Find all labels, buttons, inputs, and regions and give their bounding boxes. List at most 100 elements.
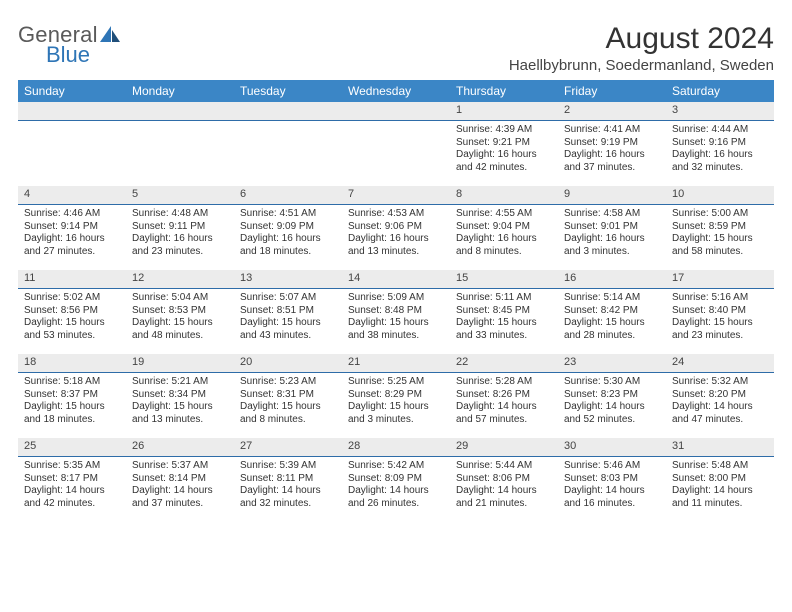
calendar-cell: 4Sunrise: 4:46 AMSunset: 9:14 PMDaylight…: [18, 186, 126, 270]
day-body: Sunrise: 5:32 AMSunset: 8:20 PMDaylight:…: [666, 373, 774, 438]
calendar-cell: 28Sunrise: 5:42 AMSunset: 8:09 PMDayligh…: [342, 438, 450, 522]
calendar-cell: 20Sunrise: 5:23 AMSunset: 8:31 PMDayligh…: [234, 354, 342, 438]
day-number: 31: [666, 438, 774, 457]
day-detail-line: Sunset: 8:29 PM: [348, 389, 444, 402]
day-detail-line: Daylight: 15 hours and 3 minutes.: [348, 401, 444, 426]
day-body: Sunrise: 5:02 AMSunset: 8:56 PMDaylight:…: [18, 289, 126, 354]
calendar-cell: 13Sunrise: 5:07 AMSunset: 8:51 PMDayligh…: [234, 270, 342, 354]
day-number: 22: [450, 354, 558, 373]
weekday-header: Wednesday: [342, 80, 450, 102]
day-body: Sunrise: 5:07 AMSunset: 8:51 PMDaylight:…: [234, 289, 342, 354]
day-number: 5: [126, 186, 234, 205]
day-body: Sunrise: 5:37 AMSunset: 8:14 PMDaylight:…: [126, 457, 234, 522]
day-body: Sunrise: 4:39 AMSunset: 9:21 PMDaylight:…: [450, 121, 558, 186]
day-number: 6: [234, 186, 342, 205]
day-detail-line: Daylight: 14 hours and 57 minutes.: [456, 401, 552, 426]
day-detail-line: Sunset: 8:37 PM: [24, 389, 120, 402]
day-detail-line: Sunrise: 5:21 AM: [132, 376, 228, 389]
day-number: 4: [18, 186, 126, 205]
logo-text-blue: Blue: [46, 44, 120, 66]
top-bar: General Blue August 2024 Haellbybrunn, S…: [18, 22, 774, 74]
day-body: Sunrise: 5:11 AMSunset: 8:45 PMDaylight:…: [450, 289, 558, 354]
day-detail-line: Sunset: 8:11 PM: [240, 473, 336, 486]
day-detail-line: Sunrise: 4:53 AM: [348, 208, 444, 221]
day-detail-line: Sunrise: 5:28 AM: [456, 376, 552, 389]
day-detail-line: Sunset: 8:03 PM: [564, 473, 660, 486]
calendar-cell: 5Sunrise: 4:48 AMSunset: 9:11 PMDaylight…: [126, 186, 234, 270]
day-detail-line: Sunset: 9:19 PM: [564, 137, 660, 150]
calendar-cell: 31Sunrise: 5:48 AMSunset: 8:00 PMDayligh…: [666, 438, 774, 522]
day-body: [342, 121, 450, 186]
day-detail-line: Sunrise: 5:02 AM: [24, 292, 120, 305]
calendar-header-row: Sunday Monday Tuesday Wednesday Thursday…: [18, 80, 774, 102]
day-number: 9: [558, 186, 666, 205]
day-body: Sunrise: 5:28 AMSunset: 8:26 PMDaylight:…: [450, 373, 558, 438]
day-body: Sunrise: 4:48 AMSunset: 9:11 PMDaylight:…: [126, 205, 234, 270]
day-number: 23: [558, 354, 666, 373]
day-detail-line: Sunrise: 5:18 AM: [24, 376, 120, 389]
day-detail-line: Sunrise: 5:46 AM: [564, 460, 660, 473]
day-detail-line: Sunset: 8:48 PM: [348, 305, 444, 318]
day-body: Sunrise: 5:16 AMSunset: 8:40 PMDaylight:…: [666, 289, 774, 354]
day-detail-line: Sunset: 8:51 PM: [240, 305, 336, 318]
calendar-cell: 9Sunrise: 4:58 AMSunset: 9:01 PMDaylight…: [558, 186, 666, 270]
day-detail-line: Sunset: 8:53 PM: [132, 305, 228, 318]
day-body: Sunrise: 5:14 AMSunset: 8:42 PMDaylight:…: [558, 289, 666, 354]
day-detail-line: Sunrise: 5:32 AM: [672, 376, 768, 389]
calendar-page: General Blue August 2024 Haellbybrunn, S…: [0, 0, 792, 534]
day-number: 10: [666, 186, 774, 205]
calendar-cell: [342, 102, 450, 186]
weekday-header: Friday: [558, 80, 666, 102]
day-detail-line: Sunrise: 5:30 AM: [564, 376, 660, 389]
day-detail-line: Daylight: 16 hours and 27 minutes.: [24, 233, 120, 258]
calendar-cell: [18, 102, 126, 186]
day-number: 28: [342, 438, 450, 457]
day-number: [342, 102, 450, 121]
day-body: Sunrise: 4:46 AMSunset: 9:14 PMDaylight:…: [18, 205, 126, 270]
calendar-cell: 26Sunrise: 5:37 AMSunset: 8:14 PMDayligh…: [126, 438, 234, 522]
calendar-week-row: 18Sunrise: 5:18 AMSunset: 8:37 PMDayligh…: [18, 354, 774, 438]
day-detail-line: Daylight: 14 hours and 26 minutes.: [348, 485, 444, 510]
day-detail-line: Daylight: 15 hours and 28 minutes.: [564, 317, 660, 342]
day-detail-line: Daylight: 16 hours and 32 minutes.: [672, 149, 768, 174]
day-number: 17: [666, 270, 774, 289]
calendar-body: 1Sunrise: 4:39 AMSunset: 9:21 PMDaylight…: [18, 102, 774, 522]
day-detail-line: Sunrise: 4:55 AM: [456, 208, 552, 221]
day-detail-line: Sunrise: 5:42 AM: [348, 460, 444, 473]
day-detail-line: Daylight: 16 hours and 8 minutes.: [456, 233, 552, 258]
weekday-header: Tuesday: [234, 80, 342, 102]
day-number: 30: [558, 438, 666, 457]
day-body: Sunrise: 4:41 AMSunset: 9:19 PMDaylight:…: [558, 121, 666, 186]
day-number: 7: [342, 186, 450, 205]
day-detail-line: Daylight: 15 hours and 23 minutes.: [672, 317, 768, 342]
day-detail-line: Sunrise: 4:46 AM: [24, 208, 120, 221]
calendar-week-row: 1Sunrise: 4:39 AMSunset: 9:21 PMDaylight…: [18, 102, 774, 186]
calendar-cell: 17Sunrise: 5:16 AMSunset: 8:40 PMDayligh…: [666, 270, 774, 354]
day-detail-line: Sunrise: 5:07 AM: [240, 292, 336, 305]
day-number: 20: [234, 354, 342, 373]
calendar-table: Sunday Monday Tuesday Wednesday Thursday…: [18, 80, 774, 522]
day-detail-line: Sunset: 8:42 PM: [564, 305, 660, 318]
day-detail-line: Sunrise: 5:09 AM: [348, 292, 444, 305]
day-detail-line: Sunrise: 5:11 AM: [456, 292, 552, 305]
day-detail-line: Sunset: 9:16 PM: [672, 137, 768, 150]
day-detail-line: Sunset: 8:14 PM: [132, 473, 228, 486]
day-number: 15: [450, 270, 558, 289]
day-detail-line: Sunset: 9:21 PM: [456, 137, 552, 150]
calendar-cell: 6Sunrise: 4:51 AMSunset: 9:09 PMDaylight…: [234, 186, 342, 270]
day-detail-line: Sunrise: 5:14 AM: [564, 292, 660, 305]
day-body: [234, 121, 342, 186]
day-body: Sunrise: 4:53 AMSunset: 9:06 PMDaylight:…: [342, 205, 450, 270]
day-body: Sunrise: 5:30 AMSunset: 8:23 PMDaylight:…: [558, 373, 666, 438]
day-detail-line: Daylight: 14 hours and 11 minutes.: [672, 485, 768, 510]
day-detail-line: Daylight: 14 hours and 16 minutes.: [564, 485, 660, 510]
calendar-cell: [126, 102, 234, 186]
calendar-cell: 1Sunrise: 4:39 AMSunset: 9:21 PMDaylight…: [450, 102, 558, 186]
day-detail-line: Sunset: 9:14 PM: [24, 221, 120, 234]
day-detail-line: Daylight: 14 hours and 21 minutes.: [456, 485, 552, 510]
calendar-cell: 18Sunrise: 5:18 AMSunset: 8:37 PMDayligh…: [18, 354, 126, 438]
calendar-cell: 3Sunrise: 4:44 AMSunset: 9:16 PMDaylight…: [666, 102, 774, 186]
day-detail-line: Daylight: 15 hours and 13 minutes.: [132, 401, 228, 426]
day-number: 14: [342, 270, 450, 289]
day-body: Sunrise: 5:44 AMSunset: 8:06 PMDaylight:…: [450, 457, 558, 522]
